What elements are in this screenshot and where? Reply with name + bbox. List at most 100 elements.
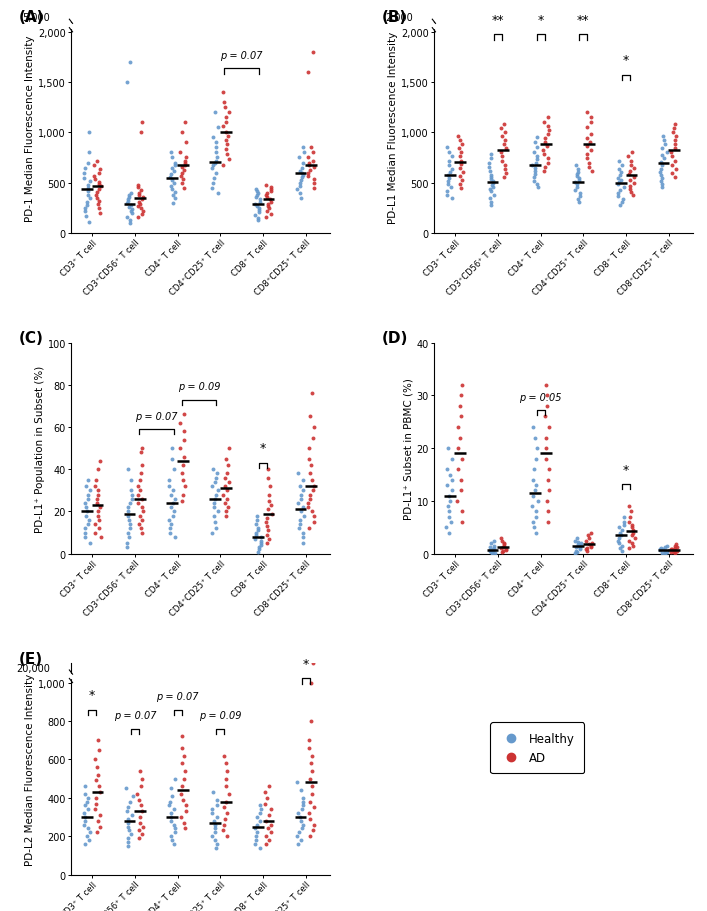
Point xyxy=(136,207,148,221)
Point xyxy=(296,802,308,816)
Point xyxy=(210,521,221,536)
Point xyxy=(84,484,95,498)
Point xyxy=(179,763,190,778)
Point xyxy=(498,170,510,185)
Point xyxy=(495,541,506,556)
Point xyxy=(91,760,103,774)
Point xyxy=(296,487,307,502)
Point xyxy=(306,787,317,802)
Point xyxy=(499,134,510,148)
Point xyxy=(306,763,317,778)
Point xyxy=(656,149,667,164)
Point xyxy=(655,543,666,558)
Point xyxy=(124,216,135,230)
Point xyxy=(168,463,180,477)
Point xyxy=(223,441,235,456)
Point xyxy=(82,181,93,196)
Point xyxy=(179,815,190,830)
Point xyxy=(137,204,148,219)
Point xyxy=(296,505,307,519)
Point xyxy=(445,516,457,530)
Text: (B): (B) xyxy=(382,10,407,26)
Point xyxy=(93,194,105,209)
Point xyxy=(266,184,277,199)
Point xyxy=(80,810,91,824)
Point xyxy=(443,489,454,504)
Point xyxy=(308,172,320,187)
Point xyxy=(164,473,175,487)
Point xyxy=(209,106,221,120)
Point xyxy=(457,516,468,530)
Point xyxy=(217,487,228,502)
Point xyxy=(660,544,672,558)
Point xyxy=(308,154,319,169)
Point xyxy=(79,201,90,216)
Point xyxy=(81,479,92,494)
Point xyxy=(211,154,222,169)
Point xyxy=(499,118,510,132)
Point xyxy=(613,520,624,535)
Point xyxy=(657,158,668,172)
Point xyxy=(586,164,597,179)
Point xyxy=(672,540,683,555)
Point xyxy=(93,733,104,748)
Point xyxy=(83,517,94,532)
Point xyxy=(218,749,230,763)
Point xyxy=(212,186,223,200)
Point xyxy=(308,479,319,494)
Point xyxy=(255,798,266,813)
Point xyxy=(570,158,581,172)
Point xyxy=(249,197,260,211)
Point xyxy=(82,802,93,816)
Point xyxy=(295,186,306,200)
Point xyxy=(165,487,177,502)
Point xyxy=(206,829,218,844)
Point xyxy=(298,509,309,524)
Point xyxy=(612,534,624,548)
Point xyxy=(206,479,218,494)
Point xyxy=(307,749,318,763)
Point xyxy=(180,116,191,130)
Point xyxy=(305,676,317,691)
Point xyxy=(178,407,189,422)
Point xyxy=(90,172,101,187)
Point xyxy=(132,479,144,494)
Point xyxy=(665,146,677,160)
Point xyxy=(443,146,455,160)
Text: **: ** xyxy=(577,14,590,27)
Point xyxy=(262,463,274,477)
Point xyxy=(122,509,134,524)
Point xyxy=(528,520,539,535)
Point xyxy=(93,521,105,536)
Y-axis label: PD-L1⁺ Population in Subset (%): PD-L1⁺ Population in Subset (%) xyxy=(35,365,45,532)
Point xyxy=(623,150,634,165)
Point xyxy=(95,206,106,220)
Point xyxy=(454,134,465,148)
Point xyxy=(484,543,495,558)
Point xyxy=(135,779,146,793)
Point xyxy=(574,541,585,556)
Point xyxy=(613,189,624,204)
Point xyxy=(136,521,147,536)
Point xyxy=(208,171,219,186)
Point xyxy=(264,808,275,823)
Point xyxy=(134,189,145,203)
Point xyxy=(210,146,221,160)
Point xyxy=(223,106,234,120)
Point xyxy=(573,171,585,186)
Point xyxy=(457,452,468,466)
Point xyxy=(296,173,307,188)
Point xyxy=(297,141,308,156)
Point xyxy=(121,540,132,555)
Point xyxy=(585,128,597,142)
Point xyxy=(457,165,468,179)
Point xyxy=(165,170,176,185)
Point xyxy=(305,163,316,178)
Point xyxy=(210,166,221,180)
Point xyxy=(582,148,593,162)
Point xyxy=(543,420,554,435)
Point xyxy=(134,763,146,778)
Point xyxy=(255,806,266,821)
Point xyxy=(308,484,319,498)
Point xyxy=(210,471,221,486)
